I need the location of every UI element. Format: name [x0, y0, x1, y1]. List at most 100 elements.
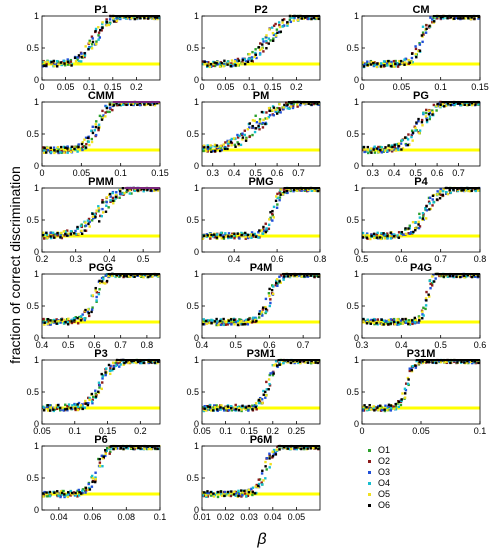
data-point-o6 [448, 189, 451, 192]
data-point-o6 [271, 39, 275, 42]
data-point-o3 [62, 409, 65, 412]
data-point-o4 [209, 145, 213, 148]
data-point-o3 [431, 198, 434, 201]
data-point-o4 [257, 482, 261, 486]
data-point-o6 [64, 320, 67, 324]
data-point-o1 [80, 146, 84, 150]
data-point-o3 [265, 35, 268, 39]
data-point-o4 [230, 236, 233, 239]
data-point-o4 [272, 448, 276, 452]
data-point-o1 [275, 28, 279, 31]
data-point-o5 [290, 447, 293, 451]
data-point-o6 [394, 402, 397, 406]
data-point-o3 [80, 52, 83, 55]
axes-frame [201, 445, 321, 511]
data-point-o6 [470, 102, 474, 105]
data-point-o3 [88, 220, 91, 224]
data-point-o3 [222, 234, 226, 237]
data-point-o3 [98, 36, 102, 39]
data-point-o4 [389, 237, 393, 240]
data-point-o6 [257, 46, 261, 49]
data-point-o5 [312, 361, 316, 364]
data-point-o5 [208, 65, 212, 69]
data-point-o3 [261, 121, 265, 125]
data-point-o6 [149, 189, 153, 192]
data-point-o6 [283, 103, 286, 107]
data-point-o4 [90, 474, 94, 478]
data-point-o4 [380, 232, 383, 235]
data-point-o4 [211, 319, 215, 322]
data-point-o6 [104, 448, 107, 452]
x-tick-label: 0.4 [228, 168, 241, 178]
data-point-o6 [257, 484, 260, 488]
data-point-o6 [264, 122, 267, 126]
data-point-o2 [67, 320, 71, 323]
y-tick-label: 0.5 [26, 129, 39, 139]
data-point-o6 [425, 205, 428, 208]
data-point-o6 [76, 316, 79, 320]
data-point-o3 [261, 314, 264, 317]
data-point-o3 [81, 403, 84, 406]
data-point-o6 [147, 275, 150, 279]
data-point-o4 [77, 60, 81, 63]
data-point-o2 [261, 126, 265, 129]
data-point-o4 [282, 361, 285, 365]
data-point-o1 [88, 39, 91, 43]
data-point-o6 [149, 103, 152, 106]
data-point-o6 [449, 361, 452, 365]
data-point-o6 [58, 406, 62, 410]
data-point-o5 [104, 282, 107, 285]
data-point-o6 [286, 21, 289, 24]
data-point-o4 [140, 361, 143, 365]
data-point-o1 [64, 403, 67, 406]
data-point-o2 [278, 191, 281, 194]
data-point-o2 [362, 409, 366, 412]
data-point-o5 [101, 21, 104, 24]
data-point-o4 [48, 494, 52, 497]
data-point-o5 [431, 275, 434, 278]
data-point-o3 [275, 206, 279, 209]
data-point-o2 [45, 148, 48, 151]
data-point-o4 [245, 494, 248, 498]
data-point-o6 [397, 400, 401, 404]
data-point-o4 [81, 405, 84, 408]
data-point-o6 [363, 404, 366, 407]
data-point-o6 [389, 322, 393, 325]
x-tick-label: 0.04 [264, 512, 282, 522]
data-point-o5 [257, 486, 260, 489]
data-point-o5 [370, 61, 373, 64]
data-point-o6 [254, 53, 258, 56]
data-point-o6 [449, 103, 452, 107]
data-point-o5 [66, 495, 70, 499]
axes-frame [361, 273, 481, 339]
data-point-o4 [268, 466, 271, 469]
data-point-o5 [428, 295, 431, 298]
data-point-o2 [265, 111, 268, 114]
data-point-o6 [255, 319, 258, 323]
data-point-o6 [112, 447, 115, 451]
data-point-o1 [208, 319, 212, 322]
data-point-o4 [150, 273, 154, 277]
data-point-o6 [474, 103, 477, 106]
data-point-o6 [213, 149, 217, 153]
data-point-o5 [201, 237, 205, 240]
data-point-o6 [91, 212, 94, 215]
data-point-o1 [92, 395, 95, 399]
data-point-o6 [391, 145, 394, 149]
data-point-o1 [373, 151, 377, 154]
data-point-o4 [261, 37, 265, 41]
data-point-o4 [101, 465, 104, 468]
data-point-o5 [267, 378, 271, 381]
data-point-o6 [443, 105, 446, 108]
data-point-o5 [260, 47, 264, 50]
data-point-o6 [211, 409, 215, 412]
data-point-o5 [213, 143, 217, 147]
data-point-o2 [264, 222, 267, 225]
x-tick-label: 0.05 [33, 426, 51, 436]
data-point-o5 [248, 52, 251, 56]
data-point-o6 [278, 448, 281, 451]
data-point-o4 [128, 192, 132, 195]
data-point-o6 [428, 208, 431, 211]
data-point-o3 [428, 196, 432, 199]
